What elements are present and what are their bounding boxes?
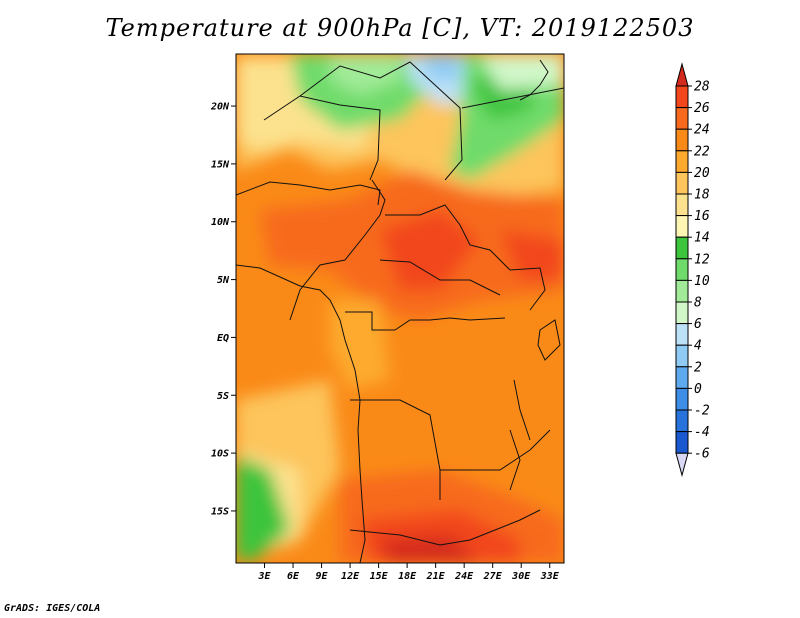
border-malawi <box>509 429 521 491</box>
grads-credit: GrADS: IGES/COLA <box>4 603 101 614</box>
border-namibia-botswana <box>349 509 541 546</box>
latitude-axis: 20N 15N 10N 5N EQ 5S 10S 15S <box>210 102 236 517</box>
lat-tick-label: 10S <box>211 449 229 460</box>
coastline-west <box>236 264 366 563</box>
border-congo-drc <box>394 317 506 331</box>
border-nigeria-cameroon <box>289 179 386 321</box>
colorbar-label: 18 <box>694 188 710 203</box>
colorbar-box <box>675 171 689 195</box>
border-car-drc <box>379 259 501 296</box>
field-blue-core <box>420 54 460 80</box>
border-niger-mali <box>263 95 381 181</box>
lake-tanganyika <box>513 379 531 441</box>
field-green-southwest <box>236 455 290 560</box>
colorbar-box <box>675 85 689 109</box>
colorbar-box <box>675 236 689 260</box>
lon-tick-label: 9E <box>316 571 329 582</box>
colorbar-label: 20 <box>694 166 710 181</box>
colorbar-label: 28 <box>694 80 710 95</box>
border-chad-car <box>385 204 511 271</box>
colorbar-box <box>675 301 689 325</box>
temperature-field <box>236 54 564 563</box>
colorbar-box <box>675 323 689 346</box>
colorbar-box <box>675 150 689 173</box>
lon-tick-label: 6E <box>287 571 300 582</box>
colorbar-label: 22 <box>694 144 710 159</box>
colorbar-box <box>675 344 689 368</box>
lat-tick-label: 10N <box>211 217 230 228</box>
field-gabon <box>330 300 390 390</box>
border-zambia <box>440 429 551 471</box>
colorbar-box <box>675 279 689 303</box>
colorbar-box <box>675 366 689 389</box>
lat-tick-label: EQ <box>217 333 229 344</box>
lon-tick-label: 33E <box>540 571 560 582</box>
lat-tick-label: 15S <box>211 506 229 517</box>
colorbar-label: 4 <box>694 339 702 354</box>
map-frame <box>235 53 565 564</box>
lon-tick-label: 3E <box>257 571 271 582</box>
border-gabon <box>345 311 395 331</box>
border-angola-drc <box>350 399 441 500</box>
colorbar-label: 26 <box>694 101 710 116</box>
lake-victoria <box>537 319 561 361</box>
border-south-sudan <box>509 267 546 311</box>
lat-tick-label: 5N <box>217 275 230 286</box>
colorbar-box <box>675 431 689 454</box>
chart-title: Temperature at 900hPa [C], VT: 201912250… <box>105 14 695 42</box>
field-hot-core <box>380 210 480 290</box>
colorbar-label: 14 <box>694 231 710 246</box>
colorbar-label: -6 <box>694 447 710 462</box>
field-hot-east <box>500 230 564 280</box>
colorbar-bottom-arrow <box>675 452 689 478</box>
colorbar-box <box>675 215 689 238</box>
colorbar-label: 0 <box>694 382 702 397</box>
field-light-green <box>330 54 400 95</box>
colorbar-label: -2 <box>694 404 710 419</box>
country-borders <box>236 59 564 563</box>
lon-tick-label: 15E <box>370 571 389 582</box>
border-egypt-sudan <box>461 87 564 109</box>
colorbar-label: 2 <box>694 360 702 375</box>
colorbar-label: 16 <box>694 209 710 224</box>
lat-tick-label: 5S <box>217 391 229 402</box>
border-niger-nigeria <box>236 181 381 206</box>
coastline-red-sea <box>519 59 549 101</box>
lon-tick-label: 27E <box>483 571 503 582</box>
border-algeria-libya <box>299 61 463 181</box>
longitude-axis: 3E 6E 9E 12E 15E 18E 21E 24E 27E 30E 33E <box>257 563 560 582</box>
colorbar-box <box>675 193 689 217</box>
colorbar-box <box>675 258 689 281</box>
lon-tick-label: 18E <box>398 571 417 582</box>
lat-tick-label: 15N <box>211 159 230 170</box>
colorbar-box <box>675 387 689 411</box>
colorbar-box <box>675 128 689 152</box>
lon-tick-label: 12E <box>341 571 360 582</box>
colorbar-label: 24 <box>694 123 710 138</box>
lon-tick-label: 21E <box>426 571 446 582</box>
lat-tick-label: 20N <box>210 102 230 113</box>
colorbar-label: 6 <box>694 317 702 332</box>
lon-tick-label: 30E <box>511 571 531 582</box>
colorbar-label: 12 <box>694 252 710 267</box>
colorbar-label: -4 <box>694 425 710 440</box>
colorbar-box <box>675 409 689 433</box>
colorbar-label: 8 <box>694 296 702 311</box>
colorbar-top-arrow <box>675 62 689 87</box>
colorbar-label: 10 <box>694 274 710 289</box>
colorbar-box <box>675 107 689 130</box>
lon-tick-label: 24E <box>454 571 474 582</box>
